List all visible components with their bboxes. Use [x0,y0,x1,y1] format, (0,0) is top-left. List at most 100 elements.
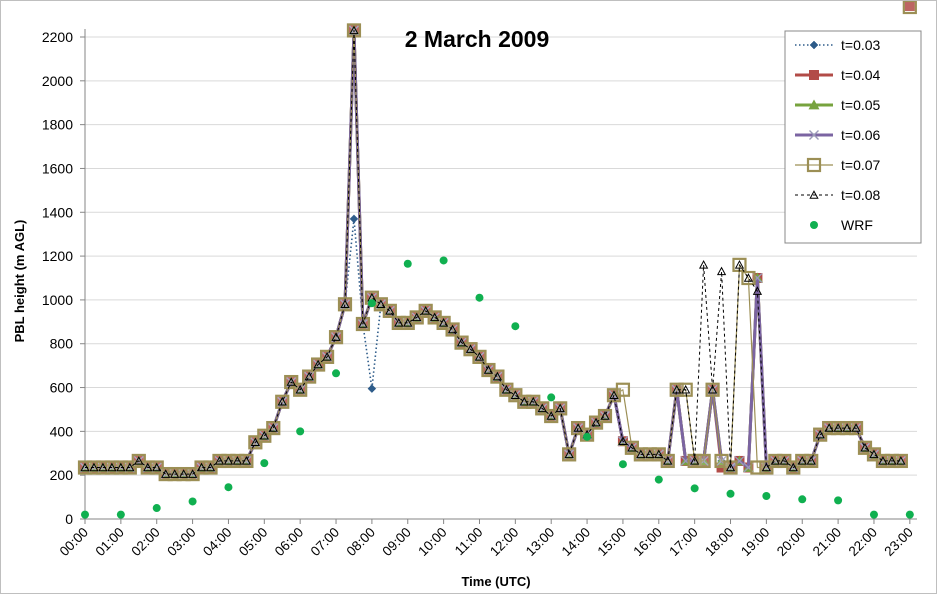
data-point [627,442,637,452]
x-tick-label: 14:00 [559,525,594,560]
x-tick-label: 00:00 [57,525,92,560]
data-point [178,469,189,478]
data-point [707,384,718,394]
data-point [615,382,631,397]
data-point [447,324,458,334]
data-point [725,462,736,472]
x-tick-label: 04:00 [200,525,235,560]
data-point [537,403,547,413]
data-point [519,396,529,406]
data-point [797,456,807,465]
data-point [430,312,440,322]
y-tick-label: 1200 [42,248,73,264]
data-point [322,352,332,361]
data-point [788,462,798,472]
data-point [734,260,745,269]
data-point [726,489,735,498]
data-point [214,456,225,465]
data-point [438,318,449,327]
y-tick-label: 2000 [42,73,73,89]
data-point [690,484,699,493]
legend-item: t=0.07 [795,157,881,173]
x-tick-label: 19:00 [738,525,773,560]
series-t=0.08 [80,25,906,478]
data-point [188,497,197,506]
data-point [770,456,780,465]
data-point [367,299,376,308]
x-tick-label: 02:00 [128,525,163,560]
data-point [752,286,763,295]
data-point [152,504,161,513]
data-point [385,306,395,315]
legend-label: t=0.05 [841,97,881,113]
data-point [860,442,870,452]
data-point [690,456,700,465]
data-point [125,462,135,472]
data-point [600,411,610,420]
data-point [331,332,341,341]
data-point [645,449,655,459]
data-point [492,371,503,381]
data-point [573,423,583,432]
legend-label: t=0.04 [841,67,881,83]
series-area [79,1,917,519]
legend-item: WRF [810,217,873,233]
data-point [902,1,917,15]
data-point [260,459,269,468]
data-point [869,449,879,459]
data-point [842,423,852,432]
data-point [349,25,359,35]
x-tick-label: 18:00 [702,525,737,560]
y-axis-label: PBL height (m AGL) [12,220,27,343]
x-tick-label: 01:00 [92,525,127,560]
data-point [905,510,914,519]
data-point [98,462,108,472]
legend-item: t=0.03 [795,37,881,53]
data-point [456,337,467,347]
data-point [510,390,520,399]
legend-marker [806,157,822,173]
y-tick-label: 800 [50,336,74,352]
data-point [313,359,323,369]
gridlines [85,36,917,476]
data-point [116,510,125,519]
legend-marker [809,190,819,199]
data-point [672,384,682,394]
x-tick-label: 21:00 [810,525,845,560]
legend-label: WRF [841,217,873,233]
y-tick-label: 1600 [42,160,73,176]
data-point [806,456,816,465]
data-point [421,306,431,315]
data-point [583,432,592,441]
series-line [85,29,901,475]
data-point [250,437,260,447]
data-point [761,462,772,472]
legend-marker [809,40,819,50]
data-point [403,259,412,268]
data-point [332,369,341,378]
legend-label: t=0.06 [841,127,881,143]
data-point [636,449,646,459]
data-point [564,449,574,459]
x-tick-label: 16:00 [630,525,665,560]
series-line [85,29,901,475]
data-point [663,456,673,465]
legend-item: t=0.05 [795,97,881,113]
legend-marker [809,70,819,80]
data-point [654,475,663,484]
data-point [367,384,377,393]
data-point [296,427,305,436]
data-point [170,469,180,478]
data-point [143,462,153,472]
x-tick-label: 22:00 [846,525,881,560]
data-point [511,322,520,331]
data-point [834,496,843,505]
data-point [358,319,368,328]
x-tick-label: 11:00 [452,525,486,559]
data-point [412,312,422,322]
x-tick-label: 09:00 [379,525,414,560]
data-point [223,456,234,465]
series-t=0.05 [79,24,907,479]
data-point [904,1,915,11]
data-point [824,423,834,432]
